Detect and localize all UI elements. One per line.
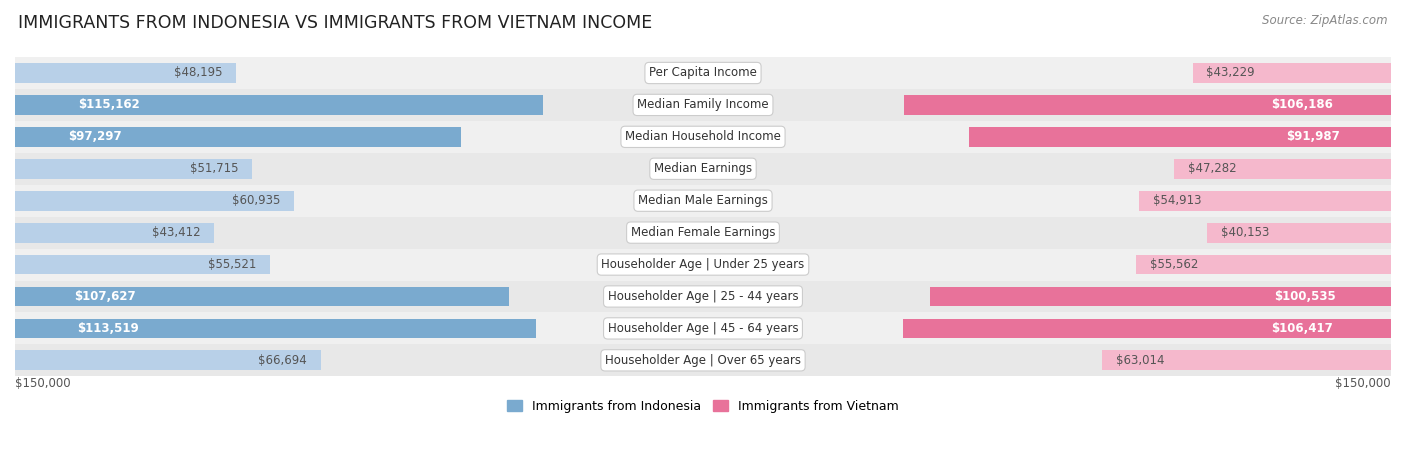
Text: $113,519: $113,519 xyxy=(77,322,139,335)
Bar xyxy=(15,153,1391,185)
Bar xyxy=(15,159,252,179)
Text: $106,186: $106,186 xyxy=(1271,99,1333,112)
Text: Householder Age | 25 - 44 years: Householder Age | 25 - 44 years xyxy=(607,290,799,303)
Text: Householder Age | 45 - 64 years: Householder Age | 45 - 64 years xyxy=(607,322,799,335)
Bar xyxy=(15,350,321,370)
Bar xyxy=(15,127,461,147)
Bar xyxy=(15,318,536,338)
Bar xyxy=(15,287,509,306)
Text: $47,282: $47,282 xyxy=(1188,162,1236,175)
Text: Householder Age | Under 25 years: Householder Age | Under 25 years xyxy=(602,258,804,271)
Bar xyxy=(15,344,1391,376)
Bar xyxy=(904,95,1391,115)
Bar xyxy=(15,281,1391,312)
Bar xyxy=(903,318,1391,338)
Bar xyxy=(1206,223,1391,242)
Bar xyxy=(1139,191,1391,211)
Text: $66,694: $66,694 xyxy=(259,354,307,367)
Bar xyxy=(15,217,1391,248)
Bar xyxy=(15,89,1391,121)
Text: Median Earnings: Median Earnings xyxy=(654,162,752,175)
Bar xyxy=(15,185,1391,217)
Text: $43,412: $43,412 xyxy=(152,226,201,239)
Bar xyxy=(15,248,1391,281)
Bar xyxy=(15,63,236,83)
Text: $106,417: $106,417 xyxy=(1271,322,1333,335)
Text: $97,297: $97,297 xyxy=(69,130,122,143)
Text: $100,535: $100,535 xyxy=(1274,290,1336,303)
Text: $150,000: $150,000 xyxy=(15,377,70,390)
Bar xyxy=(15,255,270,275)
Bar xyxy=(1174,159,1391,179)
Text: Per Capita Income: Per Capita Income xyxy=(650,66,756,79)
Text: $115,162: $115,162 xyxy=(79,99,141,112)
Text: Median Female Earnings: Median Female Earnings xyxy=(631,226,775,239)
Text: IMMIGRANTS FROM INDONESIA VS IMMIGRANTS FROM VIETNAM INCOME: IMMIGRANTS FROM INDONESIA VS IMMIGRANTS … xyxy=(18,14,652,32)
Text: Source: ZipAtlas.com: Source: ZipAtlas.com xyxy=(1263,14,1388,27)
Bar xyxy=(15,57,1391,89)
Text: $55,562: $55,562 xyxy=(1150,258,1198,271)
Bar xyxy=(15,191,294,211)
Text: $40,153: $40,153 xyxy=(1220,226,1270,239)
Text: Householder Age | Over 65 years: Householder Age | Over 65 years xyxy=(605,354,801,367)
Text: $107,627: $107,627 xyxy=(75,290,136,303)
Text: $150,000: $150,000 xyxy=(1336,377,1391,390)
Bar xyxy=(15,95,543,115)
Text: $54,913: $54,913 xyxy=(1153,194,1201,207)
Bar xyxy=(969,127,1391,147)
Text: Median Family Income: Median Family Income xyxy=(637,99,769,112)
Bar xyxy=(15,121,1391,153)
Text: Median Household Income: Median Household Income xyxy=(626,130,780,143)
Legend: Immigrants from Indonesia, Immigrants from Vietnam: Immigrants from Indonesia, Immigrants fr… xyxy=(502,395,904,418)
Text: $48,195: $48,195 xyxy=(174,66,222,79)
Bar xyxy=(1102,350,1391,370)
Bar xyxy=(15,312,1391,344)
Text: $60,935: $60,935 xyxy=(232,194,281,207)
Bar xyxy=(1192,63,1391,83)
Text: $63,014: $63,014 xyxy=(1116,354,1164,367)
Text: $91,987: $91,987 xyxy=(1286,130,1340,143)
Text: $55,521: $55,521 xyxy=(208,258,256,271)
Text: $43,229: $43,229 xyxy=(1206,66,1256,79)
Text: $51,715: $51,715 xyxy=(190,162,239,175)
Bar xyxy=(1136,255,1391,275)
Text: Median Male Earnings: Median Male Earnings xyxy=(638,194,768,207)
Bar xyxy=(15,223,214,242)
Bar xyxy=(929,287,1391,306)
